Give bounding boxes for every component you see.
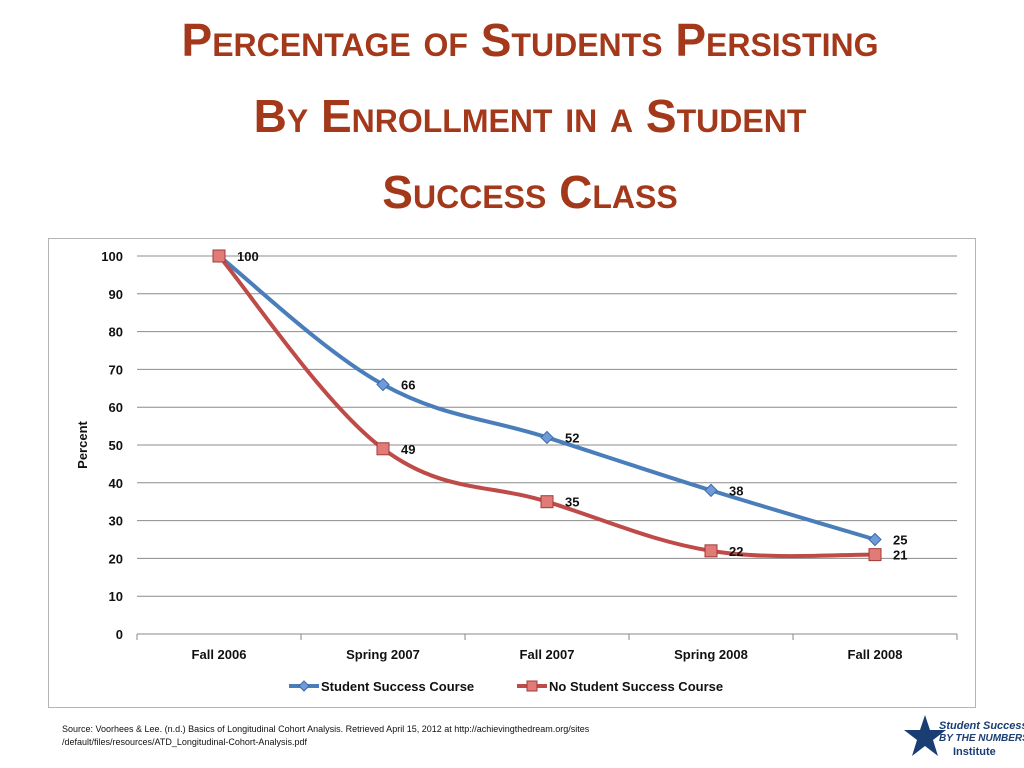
y-axis-ticks: 0 10 20 30 40 50 60 70 80 90 100 [101,249,123,642]
source-line-1: Source: Voorhees & Lee. (n.d.) Basics of… [62,724,590,734]
x-tick-label: Spring 2008 [674,647,748,662]
data-label: 35 [565,495,579,510]
y-axis-label: Percent [75,420,90,468]
data-label: 25 [893,533,907,548]
legend-label-1: No Student Success Course [549,679,723,694]
y-tick-label: 30 [109,514,123,529]
x-axis-ticks: Fall 2006 Spring 2007 Fall 2007 Spring 2008… [192,647,903,662]
data-label: 22 [729,544,743,559]
title-line-2: By Enrollment in a Student [253,90,807,142]
x-tick-label: Fall 2006 [192,647,247,662]
logo-line-3: Institute [953,746,996,758]
y-tick-label: 100 [101,249,123,264]
series-lines [212,249,882,562]
x-tick-label: Fall 2007 [520,647,575,662]
point-diamond [540,430,554,445]
data-label: 66 [401,378,415,393]
legend-marker-diamond [298,680,310,692]
logo: Student Success BY THE NUMBERS Institute [903,712,1024,766]
y-tick-label: 40 [109,476,123,491]
grid-lines [136,255,958,640]
line-chart: 0 10 20 30 40 50 60 70 80 90 100 Fall 2006 Spring 2… [75,249,958,694]
y-tick-label: 90 [109,287,123,302]
source-citation: Source: Voorhees & Lee. (n.d.) Basics of… [62,723,589,749]
point-diamond [868,532,882,547]
y-tick-label: 50 [109,438,123,453]
data-label: 21 [893,548,907,563]
y-tick-label: 20 [109,551,123,566]
chart-frame: 0 10 20 30 40 50 60 70 80 90 100 Fall 2006 Spring 2… [48,238,976,708]
title-line-3: Success Class [382,166,678,218]
title-line-1: Percentage of Students Persisting [181,14,879,66]
point-square [704,544,718,558]
y-tick-label: 70 [109,362,123,377]
legend-label-0: Student Success Course [321,679,474,694]
point-square [212,249,226,263]
x-tick-label: Fall 2008 [848,647,903,662]
legend: Student Success Course No Student Success… [289,679,723,694]
point-diamond [704,483,718,498]
logo-line-1: Student Success [939,720,1024,732]
point-square [868,548,882,562]
page-title: Percentage of Students Persisting By Enr… [0,2,1024,230]
x-tick-label: Spring 2007 [346,647,420,662]
y-tick-label: 0 [116,627,123,642]
data-label: 52 [565,430,579,445]
y-tick-label: 60 [109,400,123,415]
star-icon [904,715,946,756]
source-line-2: /default/files/resources/ATD_Longitudina… [62,737,307,747]
data-label: 49 [401,442,415,457]
data-label: 38 [729,483,743,498]
point-square [376,442,390,456]
point-diamond [376,377,390,392]
logo-line-2: BY THE NUMBERS [939,733,1024,744]
y-tick-label: 10 [109,589,123,604]
data-label: 100 [237,249,259,264]
y-tick-label: 80 [109,325,123,340]
point-square [540,495,554,509]
legend-marker-square [526,680,538,692]
